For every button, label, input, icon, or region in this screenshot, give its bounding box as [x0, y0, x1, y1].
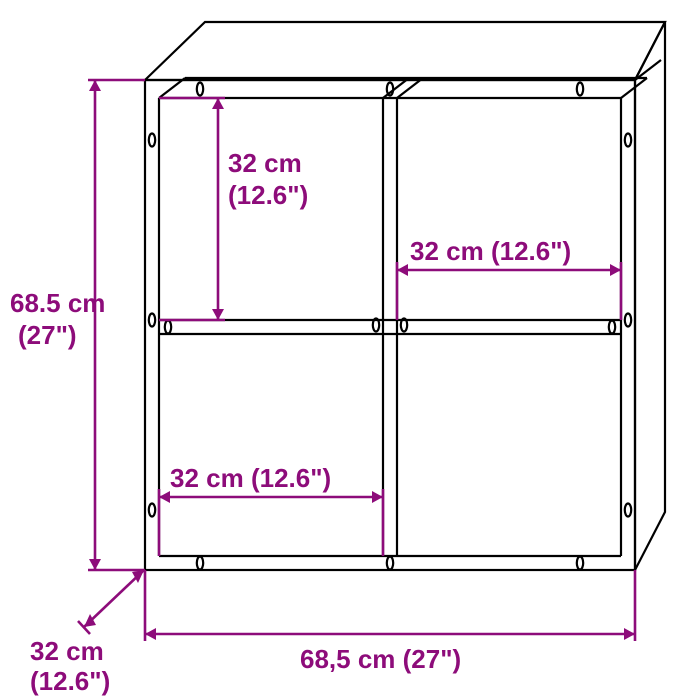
dim-overall-height: [88, 80, 145, 570]
dim-compartment-width-upper: [397, 262, 621, 320]
label-comp-w-lower: 32 cm (12.6"): [170, 463, 331, 493]
label-height-imp: (27"): [18, 320, 77, 350]
dim-depth: [78, 570, 144, 634]
dim-compartment-height: [159, 98, 225, 320]
label-depth-main: 32 cm: [30, 636, 104, 666]
label-comp-h-main: 32 cm: [228, 148, 302, 178]
dim-overall-width: [145, 570, 635, 641]
label-comp-h-imp: (12.6"): [228, 180, 308, 210]
dim-compartment-width-lower: [159, 489, 383, 556]
label-depth-imp: (12.6"): [30, 666, 110, 696]
label-height-main: 68.5 cm: [10, 288, 105, 318]
label-comp-w-upper: 32 cm (12.6"): [410, 236, 571, 266]
dimension-drawing: 68.5 cm (27") 68,5 cm (27") 32 cm (12.6"…: [0, 0, 700, 700]
label-width-main: 68,5 cm (27"): [300, 644, 461, 674]
